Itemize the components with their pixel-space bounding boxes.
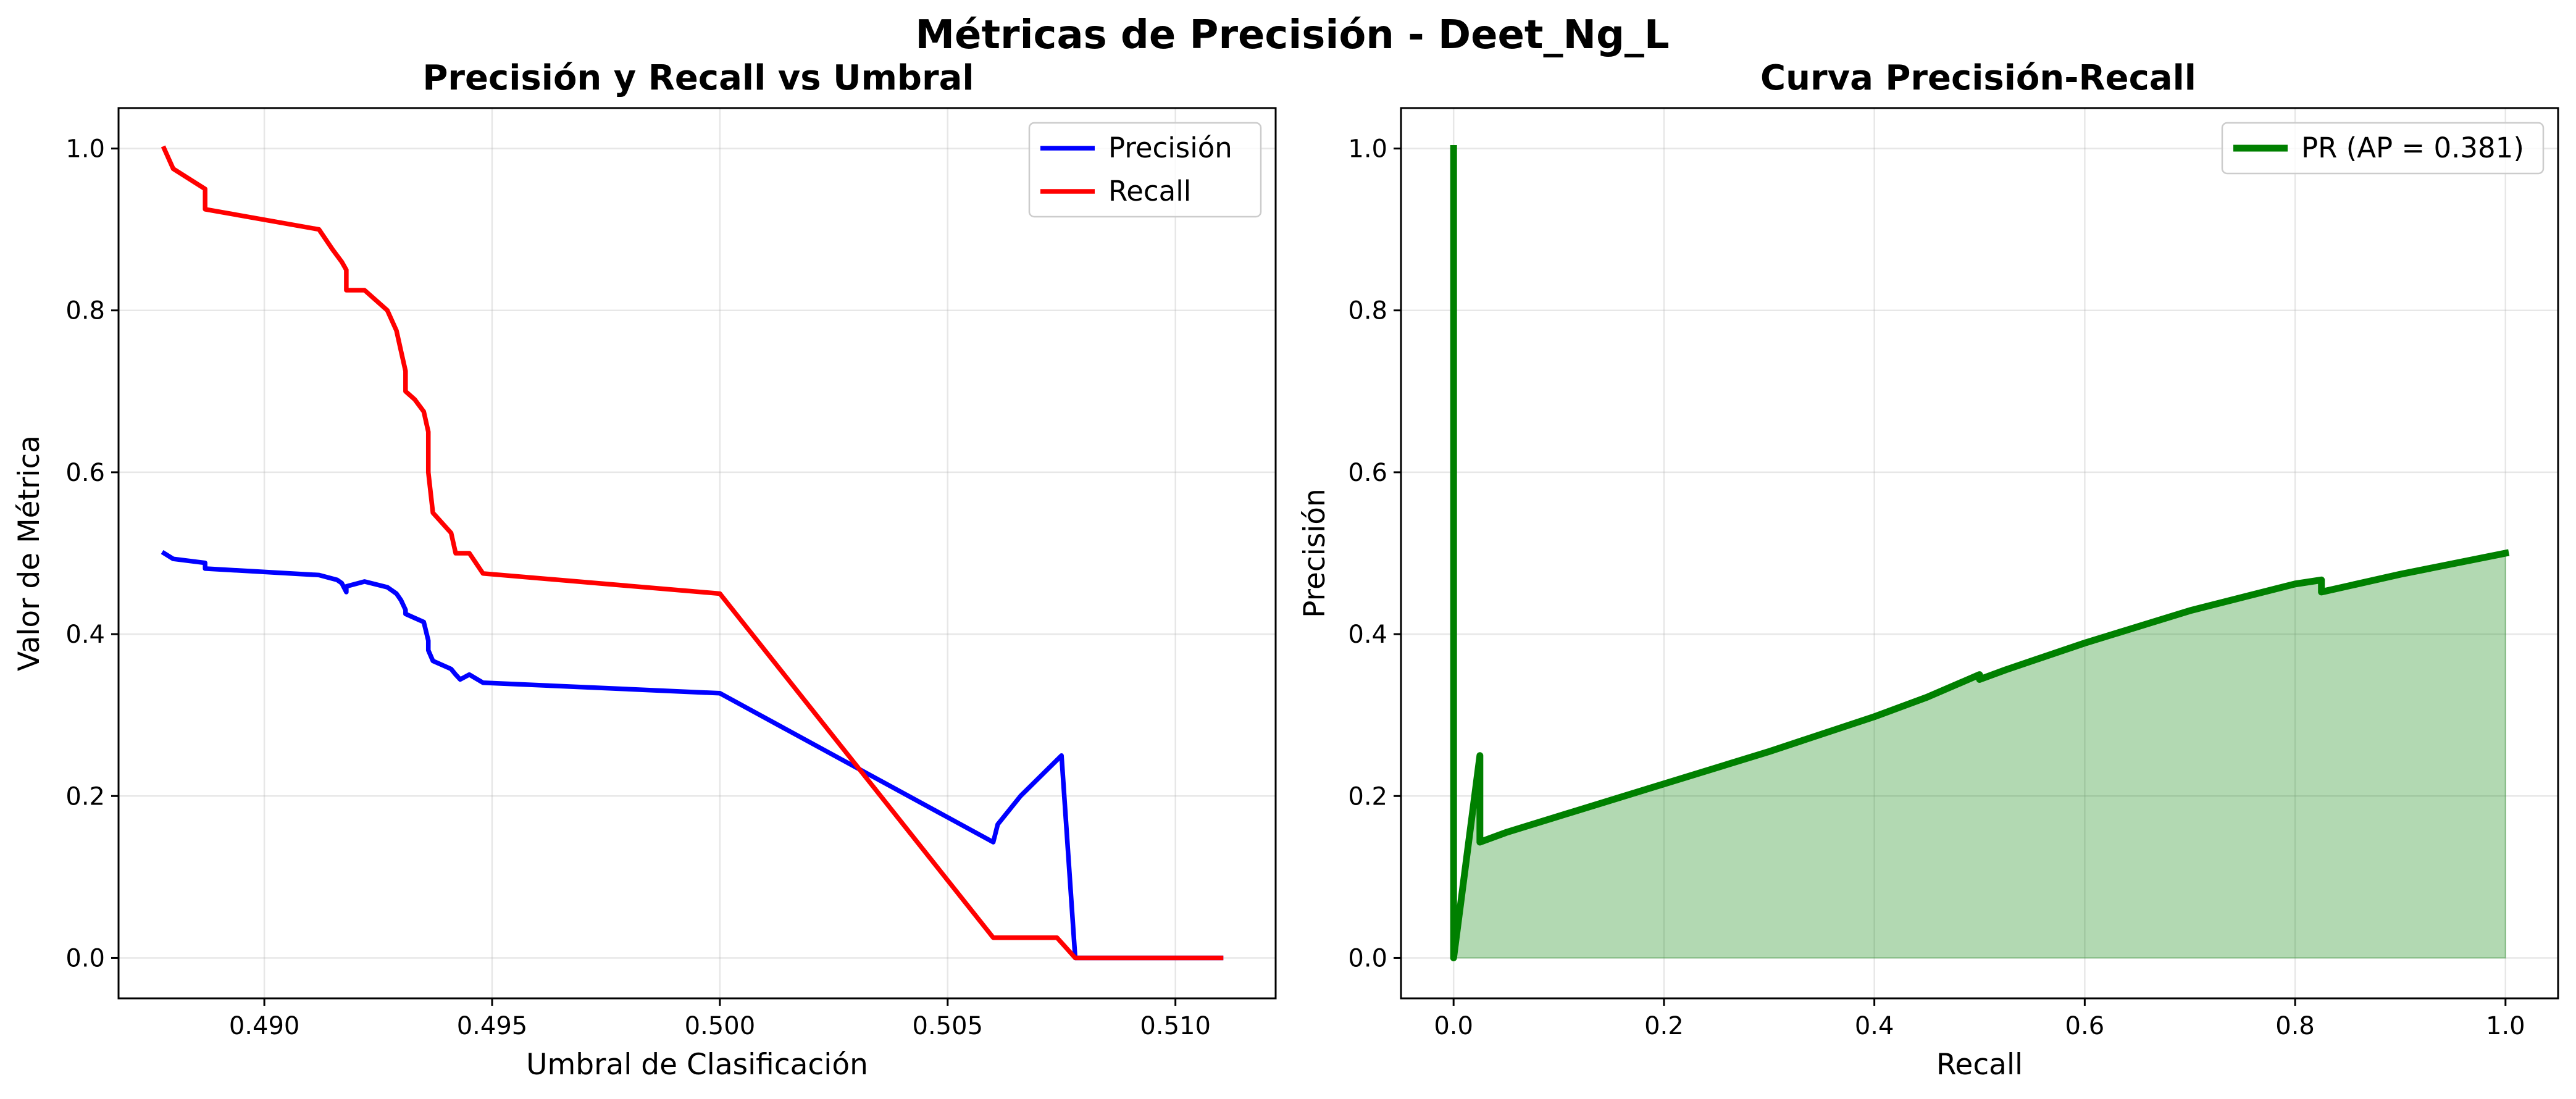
y-tick-label: 0.0 (1348, 944, 1387, 972)
x-tick-label: 0.8 (2275, 1012, 2315, 1040)
y-tick-label: 1.0 (65, 135, 105, 164)
series-line-recall (161, 145, 1224, 961)
y-axis-label: Precisión (1298, 488, 1332, 618)
legend: Precisión Recall (1028, 122, 1262, 218)
plot-frame (117, 107, 1277, 1000)
y-axis-label: Valor de Métrica (12, 435, 46, 671)
x-axis-label: Recall (1936, 1048, 2023, 1082)
legend: PR (AP = 0.381) (2221, 122, 2545, 175)
x-tick-label: 0.495 (457, 1012, 528, 1040)
x-tick-label: 1.0 (2486, 1012, 2525, 1040)
panel-title: Curva Precisión-Recall (1760, 58, 2196, 98)
x-tick-label: 0.510 (1140, 1012, 1211, 1040)
panel-title: Precisión y Recall vs Umbral (422, 58, 974, 98)
x-tick-label: 0.6 (2065, 1012, 2105, 1040)
legend-label: Recall (1108, 175, 1191, 207)
pr-curve-panel: Curva Precisión-Recall 0.0 0.2 0.4 0.6 0.8 1.… (1298, 58, 2559, 1082)
series-line-precisi-n (161, 550, 1224, 961)
grid (119, 108, 1276, 998)
threshold-panel: Precisión y Recall vs Umbral 0.490 0.495 0… (12, 58, 1277, 1082)
x-tick-label: 0.505 (913, 1012, 984, 1040)
x-axis-label: Umbral de Clasificación (526, 1048, 868, 1082)
x-tick-label: 0.2 (1644, 1012, 1684, 1040)
y-tick-label: 0.2 (1348, 782, 1387, 811)
y-tick-label: 0.4 (65, 621, 105, 649)
plot-frame (1400, 107, 2559, 1000)
legend-box (2221, 122, 2545, 175)
x-tick-label: 0.490 (229, 1012, 300, 1040)
legend-label: Precisión (1108, 132, 1232, 164)
x-tick-label: 0.4 (1855, 1012, 1894, 1040)
y-tick-label: 0.2 (65, 782, 105, 811)
x-tick-label: 0.0 (1434, 1012, 1473, 1040)
y-tick-label: 1.0 (1348, 135, 1387, 164)
y-tick-label: 0.4 (1348, 621, 1387, 649)
y-tick-label: 0.8 (1348, 297, 1387, 325)
figure-suptitle: Métricas de Precisión - Deet_Ng_L (915, 12, 1669, 58)
y-tick-label: 0.6 (65, 459, 105, 487)
series-line-pr-ap-0-381 (1450, 145, 2510, 961)
area-fill (1453, 148, 2506, 959)
y-tick-label: 0.0 (65, 944, 105, 972)
y-tick-label: 0.6 (1348, 459, 1387, 487)
y-tick-label: 0.8 (65, 297, 105, 325)
legend-label: PR (AP = 0.381) (2301, 132, 2524, 164)
x-tick-label: 0.500 (685, 1012, 756, 1040)
